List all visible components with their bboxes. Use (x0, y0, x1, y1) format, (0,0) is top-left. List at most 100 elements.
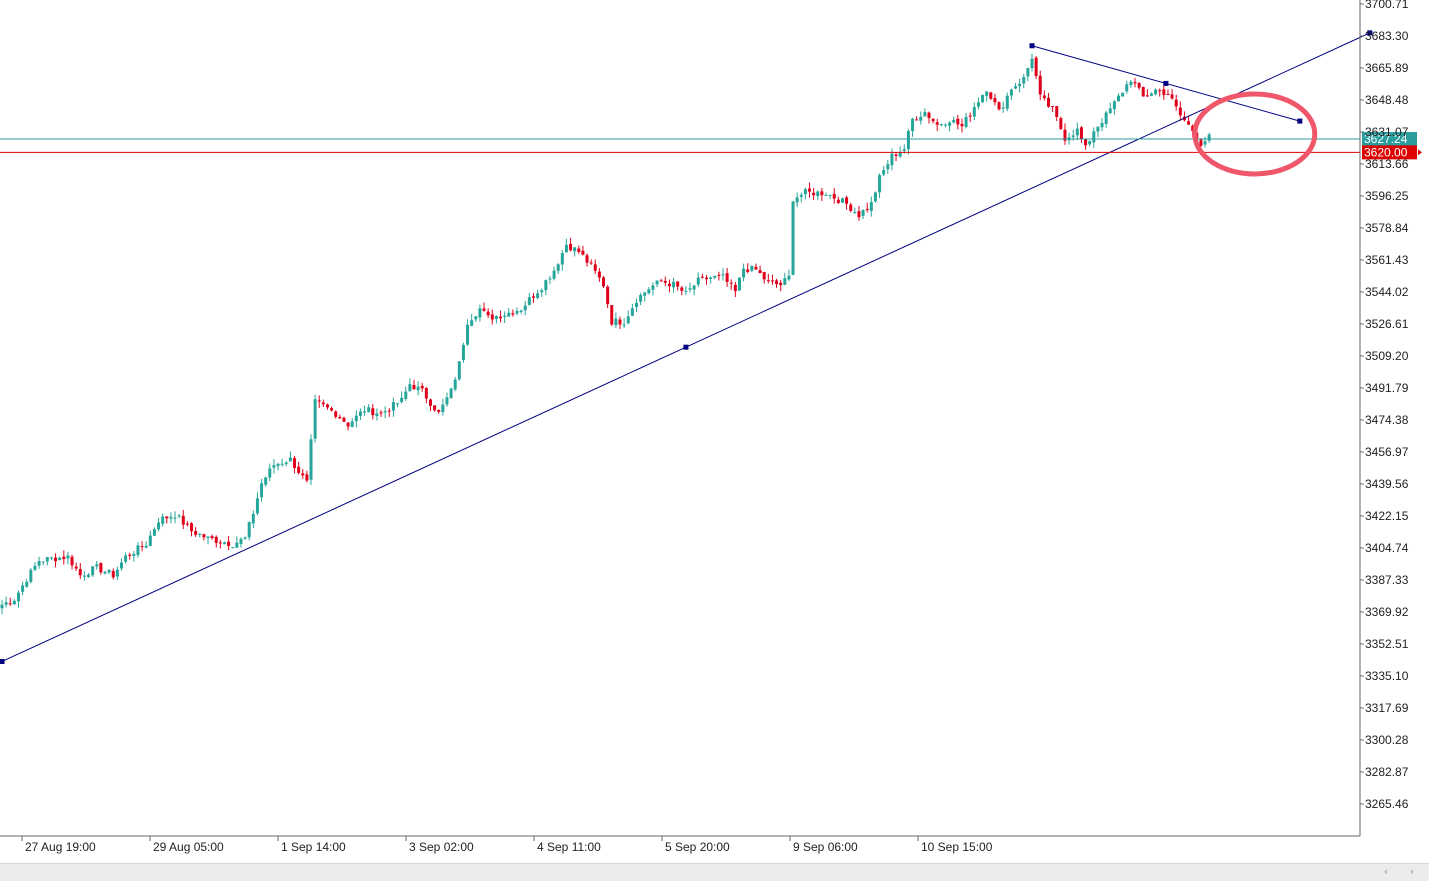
candle-body (639, 294, 643, 302)
candle-body (717, 274, 721, 276)
candle-body (667, 283, 671, 287)
scroll-left-icon[interactable]: ‹ (1383, 865, 1389, 878)
candle-body (630, 308, 634, 316)
candle-body (602, 277, 606, 287)
candle-body (111, 571, 115, 578)
scroll-right-icon[interactable]: › (1409, 865, 1415, 878)
candle-body (21, 585, 25, 592)
candle-body (1022, 77, 1026, 84)
candle-body (725, 273, 729, 282)
candle-body (342, 417, 346, 422)
candle-body (198, 533, 202, 535)
candle-body (503, 315, 507, 318)
y-tick-label: 3265.46 (1365, 797, 1409, 811)
trendlines[interactable] (0, 30, 1373, 664)
candle-body (416, 386, 420, 391)
trendline-handle[interactable] (1163, 80, 1169, 86)
candle-body (853, 211, 857, 213)
candle-body (391, 402, 395, 411)
candle-body (976, 102, 980, 107)
candle-body (812, 192, 816, 196)
trendline-handle[interactable] (1029, 43, 1035, 49)
candle-body (37, 561, 41, 566)
candle-body (144, 545, 148, 548)
candle-body (119, 562, 123, 569)
candle-body (1075, 128, 1079, 136)
candle-body (1063, 129, 1067, 141)
candle-body (441, 404, 445, 413)
x-tick-label: 4 Sep 11:00 (537, 840, 601, 854)
candle-body (177, 515, 181, 517)
candle-body (775, 280, 779, 285)
candle-body (433, 405, 437, 411)
candle-body (66, 555, 70, 559)
candle-body (367, 407, 371, 413)
candle-body (449, 388, 453, 399)
candle-body (1207, 134, 1211, 141)
candle-body (309, 439, 313, 480)
y-tick-label: 3317.69 (1365, 701, 1409, 715)
horizontal-scrollbar[interactable]: ‹ › (0, 863, 1429, 881)
plot-background[interactable] (0, 0, 1360, 836)
candle-body (766, 280, 770, 282)
candle-body (12, 600, 16, 605)
y-tick-label: 3665.89 (1365, 61, 1409, 75)
candle-body (1121, 92, 1125, 97)
candle-body (103, 571, 107, 574)
candle-body (939, 124, 943, 126)
candle-body (564, 244, 568, 253)
trendline-handle[interactable] (1297, 118, 1303, 124)
candle-body (400, 397, 404, 403)
candle-body (297, 466, 301, 473)
candle-body (194, 530, 198, 535)
trendline-handle[interactable] (1367, 30, 1373, 36)
candle-body (1051, 106, 1055, 108)
candle-body (1001, 107, 1005, 109)
candle-body (672, 281, 676, 288)
price-tag (1362, 132, 1417, 147)
candle-body (1009, 89, 1013, 96)
candle-body (779, 282, 783, 286)
candle-body (1038, 75, 1042, 95)
candlestick-series (0, 53, 1211, 615)
x-tick-label: 1 Sep 14:00 (281, 840, 346, 854)
plot-area[interactable] (0, 0, 1360, 836)
trendline-handle[interactable] (683, 344, 689, 350)
trendline-handle[interactable] (0, 658, 5, 664)
candle-body (313, 399, 317, 439)
candle-body (371, 408, 375, 416)
candle-body (688, 288, 692, 290)
candle-body (696, 277, 700, 285)
candle-body (396, 403, 400, 405)
candle-body (457, 361, 461, 380)
candle-body (379, 412, 383, 414)
candle-body (869, 202, 873, 211)
candle-body (1096, 126, 1100, 132)
candle-body (1125, 84, 1129, 92)
candle-body (1162, 89, 1166, 96)
candle-body (41, 561, 45, 563)
candle-body (709, 277, 713, 279)
y-tick-label: 3700.71 (1365, 0, 1409, 11)
y-tick-label: 3613.66 (1365, 157, 1409, 171)
candle-body (1137, 82, 1141, 88)
y-tick-label: 3648.48 (1365, 93, 1409, 107)
y-tick-label: 3422.15 (1365, 509, 1409, 523)
candle-body (235, 542, 239, 548)
candle-body (1059, 118, 1063, 130)
candle-body (894, 154, 898, 156)
candle-body (1071, 135, 1075, 138)
candle-body (1046, 97, 1050, 107)
candle-body (593, 264, 597, 271)
candle-body (82, 575, 86, 577)
y-tick-label: 3352.51 (1365, 637, 1409, 651)
candle-body (845, 197, 849, 204)
candle-body (742, 268, 746, 278)
candle-body (820, 191, 824, 196)
candle-body (8, 603, 12, 605)
candle-body (680, 287, 684, 291)
candle-body (1117, 95, 1121, 102)
candle-body (78, 569, 82, 576)
